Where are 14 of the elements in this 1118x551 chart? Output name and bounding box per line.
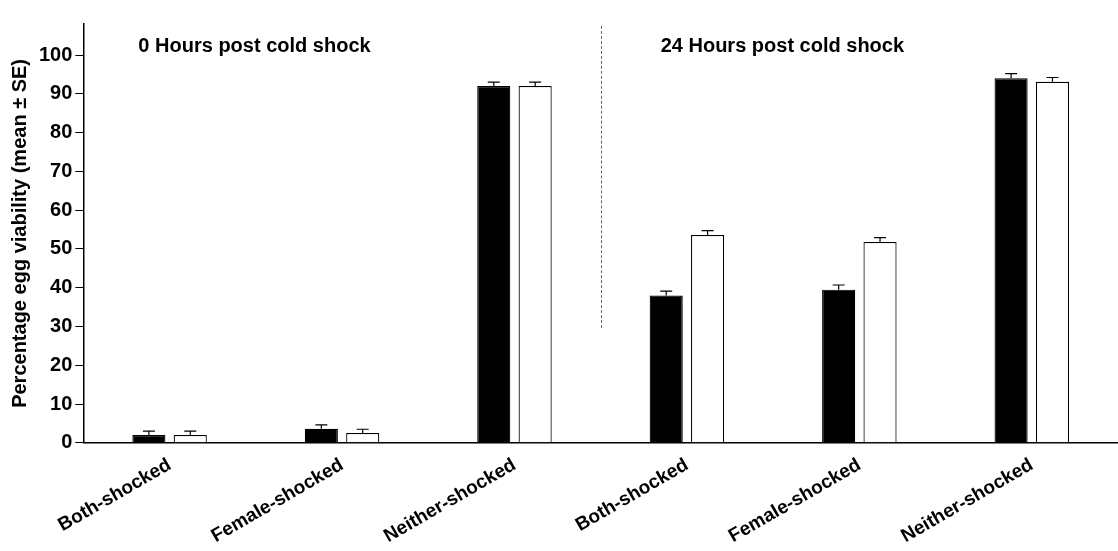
y-axis-title: Percentage egg viability (mean ± SE) — [7, 58, 30, 408]
y-tick-label: 40 — [50, 275, 73, 298]
y-tick-label: 0 — [61, 430, 73, 453]
y-tick-label: 20 — [50, 352, 73, 375]
y-tick-label: 90 — [50, 81, 73, 104]
y-tick-label: 100 — [38, 42, 73, 65]
y-tick-label: 10 — [50, 391, 73, 414]
y-tick-label: 60 — [50, 197, 73, 220]
annotation: 24 Hours post cold shock — [660, 33, 905, 56]
annotation: 0 Hours post cold shock — [138, 33, 372, 56]
y-tick-label: 50 — [50, 236, 73, 259]
y-tick-label: 70 — [50, 158, 73, 181]
y-tick-label: 30 — [50, 313, 73, 336]
y-tick-label: 80 — [50, 120, 73, 143]
